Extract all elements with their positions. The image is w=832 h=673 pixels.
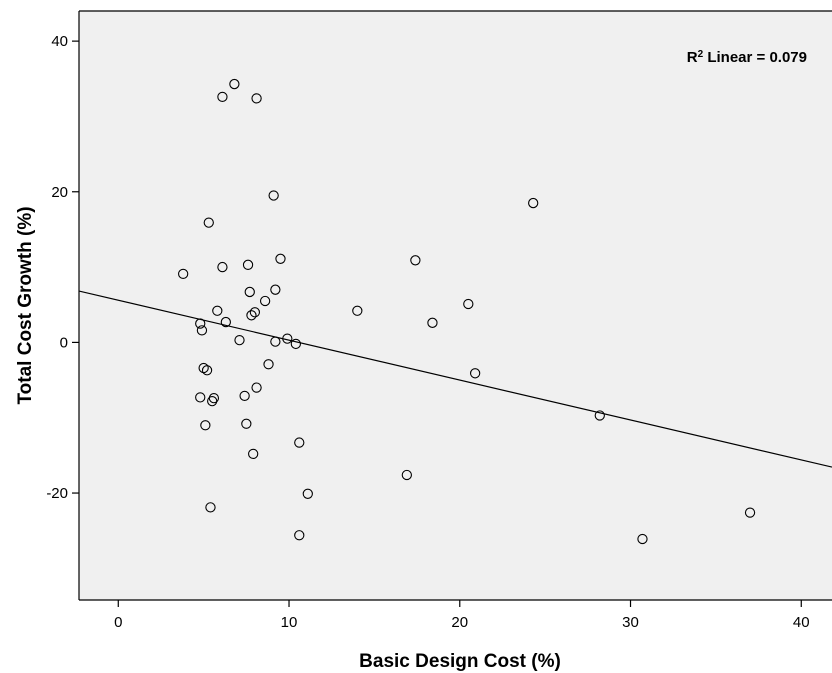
data-point — [234, 334, 245, 346]
data-point — [594, 410, 605, 421]
data-point — [528, 197, 539, 209]
data-point — [208, 392, 220, 404]
data-point — [352, 305, 363, 316]
data-point — [294, 530, 305, 541]
y-tick-label: -20 — [46, 485, 68, 502]
data-point — [270, 336, 281, 347]
data-points — [178, 78, 756, 545]
data-point — [198, 362, 209, 374]
data-point — [427, 317, 438, 328]
x-tick-label: 20 — [451, 614, 468, 631]
data-point — [229, 78, 240, 90]
data-point — [203, 217, 214, 228]
data-point — [200, 420, 211, 431]
data-point — [270, 284, 281, 295]
data-point — [207, 396, 218, 407]
x-tick-label: 40 — [793, 614, 810, 631]
data-point — [259, 295, 271, 307]
data-point — [302, 488, 313, 499]
data-point — [201, 365, 213, 376]
data-point — [246, 310, 257, 321]
data-point — [251, 93, 262, 104]
y-tick-label: 40 — [51, 33, 68, 50]
data-point — [282, 333, 293, 344]
y-tick-label: 0 — [60, 334, 68, 351]
data-point — [205, 502, 216, 513]
r-squared-annotation: R2 Linear = 0.079 — [687, 49, 807, 67]
data-point — [244, 286, 255, 298]
data-point — [248, 448, 259, 460]
x-tick-label: 10 — [281, 614, 298, 631]
data-point — [195, 318, 206, 329]
data-point — [220, 316, 231, 328]
data-point — [178, 268, 189, 280]
y-tick-label: 20 — [51, 184, 68, 201]
data-point — [263, 359, 274, 370]
data-point — [212, 305, 223, 316]
data-point — [275, 253, 286, 264]
data-point — [249, 307, 261, 318]
data-point — [268, 190, 279, 201]
fit-line — [79, 290, 832, 468]
data-point — [401, 469, 412, 481]
x-axis-title: Basic Design Cost (%) — [359, 651, 561, 672]
x-tick-label: 0 — [114, 614, 122, 631]
data-point — [410, 255, 421, 266]
data-point — [195, 392, 206, 403]
data-point — [217, 261, 228, 273]
data-point — [469, 368, 481, 379]
data-point — [637, 533, 648, 545]
data-point — [217, 91, 228, 103]
data-point — [744, 507, 756, 518]
data-point — [290, 338, 302, 350]
data-point — [463, 298, 474, 310]
data-point — [239, 390, 250, 402]
data-point — [251, 382, 262, 393]
x-tick-label: 30 — [622, 614, 639, 631]
plot-area — [79, 11, 832, 600]
data-point — [242, 259, 254, 270]
data-point — [241, 418, 252, 429]
y-axis-title: Total Cost Growth (%) — [15, 206, 36, 404]
data-point — [294, 437, 305, 448]
data-point — [196, 325, 208, 336]
